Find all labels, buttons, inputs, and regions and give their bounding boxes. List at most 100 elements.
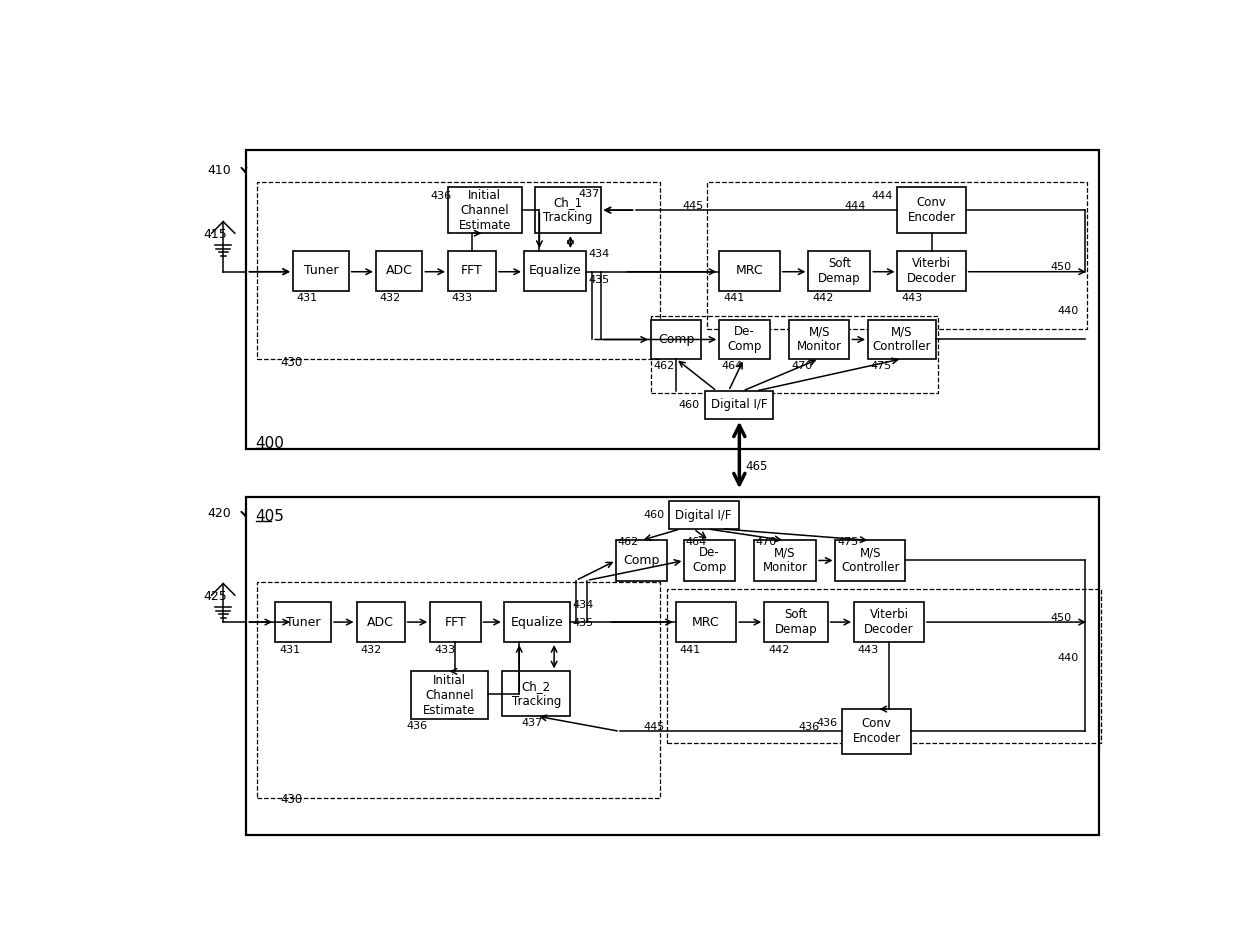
Text: 462: 462 (618, 536, 639, 547)
Text: 441: 441 (723, 293, 744, 304)
Text: 450: 450 (1050, 263, 1071, 272)
Text: Soft
Demap: Soft Demap (818, 257, 861, 285)
Text: Ch_2
Tracking: Ch_2 Tracking (512, 679, 560, 708)
Bar (808, 251, 870, 291)
Text: 460: 460 (678, 400, 699, 410)
Text: MRC: MRC (692, 616, 720, 628)
Text: FFT: FFT (461, 265, 482, 277)
Text: Tuner: Tuner (285, 616, 320, 628)
Bar (836, 541, 905, 581)
Bar (898, 187, 966, 233)
Bar (410, 671, 489, 719)
Bar (676, 602, 737, 642)
Text: 434: 434 (588, 249, 610, 259)
Text: 433: 433 (434, 645, 455, 655)
Text: 436: 436 (432, 191, 453, 201)
Bar (719, 320, 770, 359)
Text: 470: 470 (755, 536, 777, 547)
Text: Conv
Encoder: Conv Encoder (908, 196, 956, 224)
Text: Comp: Comp (624, 554, 660, 567)
Text: 441: 441 (680, 645, 701, 655)
Bar (854, 602, 924, 642)
Text: ADC: ADC (386, 265, 413, 277)
Bar (719, 251, 780, 291)
Text: 460: 460 (644, 511, 665, 520)
Bar (668, 501, 739, 529)
Bar (275, 602, 331, 642)
Text: Viterbi
Decoder: Viterbi Decoder (864, 608, 914, 636)
Text: 436: 436 (816, 718, 837, 728)
Bar (842, 709, 911, 754)
Text: M/S
Monitor: M/S Monitor (763, 547, 807, 574)
Text: M/S
Controller: M/S Controller (841, 547, 899, 574)
Text: 431: 431 (279, 645, 300, 655)
Bar (764, 602, 828, 642)
Text: 442: 442 (812, 293, 833, 304)
Text: De-
Comp: De- Comp (727, 326, 761, 353)
Text: FFT: FFT (444, 616, 466, 628)
Bar (503, 602, 569, 642)
Text: Viterbi
Decoder: Viterbi Decoder (906, 257, 956, 285)
Text: 440: 440 (1058, 653, 1079, 663)
Text: 443: 443 (858, 645, 879, 655)
Text: 444: 444 (872, 191, 893, 201)
Text: Tuner: Tuner (304, 265, 339, 277)
Bar (706, 391, 774, 419)
Text: Equalize: Equalize (511, 616, 563, 628)
Text: 436: 436 (799, 722, 820, 733)
Text: 435: 435 (572, 618, 593, 628)
Text: Initial
Channel
Estimate: Initial Channel Estimate (423, 674, 476, 716)
Text: 475: 475 (870, 361, 892, 371)
Text: Comp: Comp (658, 333, 694, 346)
Bar (448, 187, 522, 233)
Text: 415: 415 (203, 228, 227, 241)
Text: ADC: ADC (367, 616, 394, 628)
Bar (448, 251, 496, 291)
Text: 465: 465 (745, 460, 768, 474)
Text: Conv
Encoder: Conv Encoder (852, 717, 900, 745)
Text: 450: 450 (1050, 613, 1071, 623)
Text: MRC: MRC (735, 265, 764, 277)
Bar (754, 541, 816, 581)
Text: 425: 425 (203, 589, 227, 603)
Text: 464: 464 (686, 536, 707, 547)
Text: 445: 445 (682, 201, 703, 211)
Bar (247, 496, 1099, 835)
Text: De-
Comp: De- Comp (692, 547, 727, 574)
Text: 410: 410 (207, 164, 232, 177)
Bar (616, 541, 667, 581)
Bar (898, 251, 966, 291)
Bar (789, 320, 849, 359)
Bar (534, 187, 600, 233)
Text: 432: 432 (361, 645, 382, 655)
Text: 430: 430 (280, 793, 303, 806)
Bar (257, 181, 660, 359)
Bar (651, 320, 702, 359)
Text: Initial
Channel
Estimate: Initial Channel Estimate (459, 189, 511, 232)
Text: Digital I/F: Digital I/F (676, 509, 732, 522)
Bar (707, 181, 1086, 329)
Text: 420: 420 (207, 507, 232, 520)
Text: Ch_1
Tracking: Ch_1 Tracking (543, 196, 593, 224)
Text: 434: 434 (572, 600, 593, 610)
Text: 464: 464 (722, 361, 743, 371)
Text: 432: 432 (379, 293, 401, 304)
Bar (430, 602, 481, 642)
Text: Digital I/F: Digital I/F (711, 399, 768, 412)
Bar (357, 602, 404, 642)
Text: 470: 470 (791, 361, 812, 371)
Text: 400: 400 (255, 436, 285, 451)
Text: 405: 405 (255, 509, 285, 524)
Bar (293, 251, 348, 291)
Text: M/S
Controller: M/S Controller (873, 326, 931, 353)
Bar (667, 589, 1101, 743)
Text: 436: 436 (407, 721, 428, 732)
Bar (257, 582, 660, 798)
Text: 442: 442 (768, 645, 790, 655)
Text: 430: 430 (280, 357, 303, 369)
Text: 433: 433 (451, 293, 472, 304)
Bar (502, 671, 570, 716)
Bar (376, 251, 423, 291)
Bar (525, 251, 587, 291)
Text: Soft
Demap: Soft Demap (775, 608, 817, 636)
